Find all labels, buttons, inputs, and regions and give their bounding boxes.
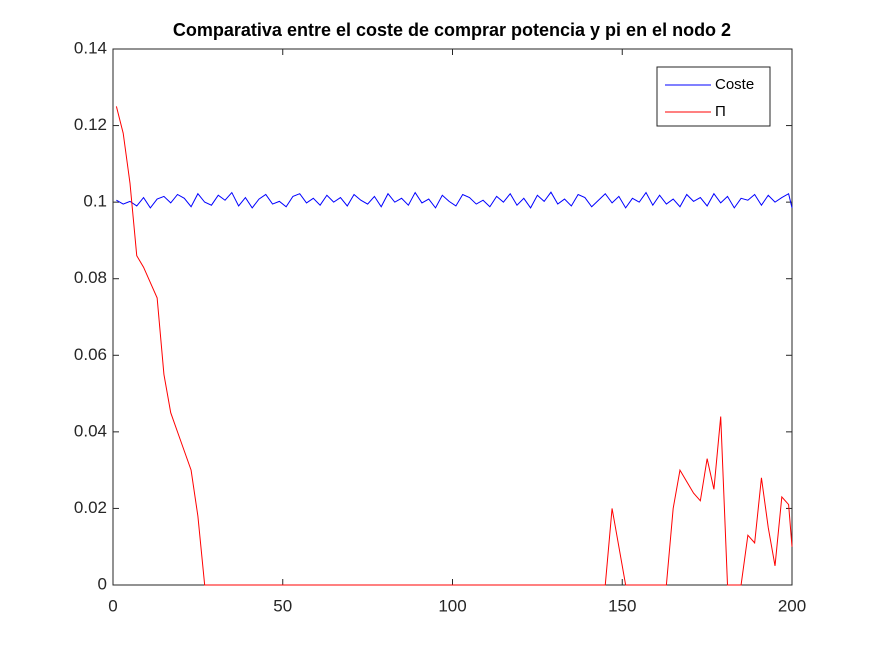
y-tick-label: 0.08 <box>74 268 107 287</box>
legend-label: Π <box>715 103 726 120</box>
y-tick-label: 0.12 <box>74 115 107 134</box>
series-line <box>116 191 793 209</box>
y-tick-label: 0.02 <box>74 498 107 517</box>
chart-title: Comparativa entre el coste de comprar po… <box>173 20 731 40</box>
y-tick-label: 0 <box>98 574 107 593</box>
y-tick-label: 0.1 <box>83 192 107 211</box>
legend-label: Coste <box>715 76 754 93</box>
x-tick-label: 100 <box>438 596 466 615</box>
x-tick-label: 200 <box>778 596 806 615</box>
y-tick-label: 0.04 <box>74 421 107 440</box>
y-tick-label: 0.14 <box>74 38 107 57</box>
legend-box <box>656 66 771 127</box>
series-line <box>115 106 793 586</box>
x-tick-label: 0 <box>108 596 117 615</box>
x-tick-label: 150 <box>608 596 636 615</box>
x-tick-label: 50 <box>273 596 292 615</box>
plot-area <box>112 48 793 586</box>
y-tick-label: 0.06 <box>74 345 107 364</box>
